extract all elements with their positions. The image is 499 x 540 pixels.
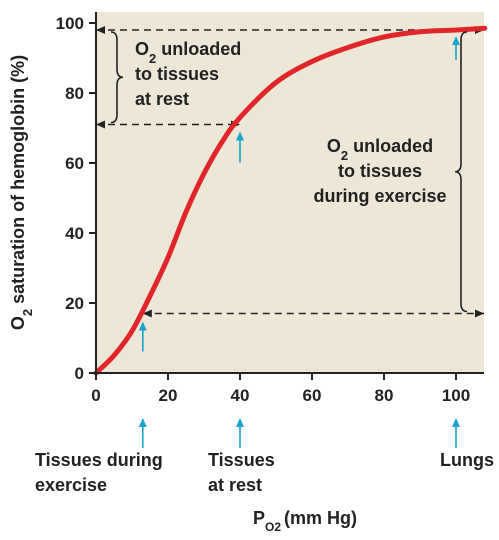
annotation-exercise-line: during exercise — [313, 186, 446, 206]
x-tick-label: 100 — [442, 386, 470, 405]
marker-label-tissues-rest: Tissues — [208, 450, 275, 470]
marker-label-tissues-exercise: exercise — [35, 475, 107, 495]
brace-rest — [110, 31, 124, 124]
y-tick-label: 60 — [65, 154, 84, 173]
x-tick-label: 0 — [91, 386, 100, 405]
axis-arrow-tissues-exercise-head — [138, 418, 147, 427]
annotation-rest-line: O2 unloaded — [135, 39, 241, 66]
y-tick-label: 20 — [65, 294, 84, 313]
axis-arrow-tissues-rest-head — [236, 418, 244, 427]
dash-arrowhead — [96, 120, 105, 129]
annotation-rest-line: at rest — [135, 89, 189, 109]
dash-arrowhead — [475, 309, 484, 318]
x-axis-title: PO2 (mm Hg) — [253, 508, 357, 534]
y-tick-label: 0 — [75, 364, 84, 383]
x-tick-label: 40 — [231, 386, 250, 405]
y-axis-title: O2 saturation of hemoglobin (%) — [8, 55, 35, 330]
dash-arrowhead — [96, 26, 105, 34]
annotation-exercise-line: to tissues — [338, 161, 422, 181]
brace-exercise — [454, 31, 468, 313]
curve-arrow-lungs-head — [452, 36, 460, 45]
y-tick-label: 100 — [56, 14, 84, 33]
x-tick-label: 20 — [159, 386, 178, 405]
marker-label-lungs: Lungs — [440, 450, 494, 470]
annotation-exercise-line: O2 unloaded — [327, 136, 433, 163]
y-tick-label: 40 — [65, 224, 84, 243]
annotation-rest-line: to tissues — [135, 64, 219, 84]
dash-arrowhead — [142, 309, 152, 318]
y-tick-label: 80 — [65, 84, 84, 103]
x-tick-label: 80 — [375, 386, 394, 405]
curve-arrow-rest-head — [236, 131, 244, 141]
axis-arrow-lungs-head — [452, 418, 460, 427]
curve-arrow-exercise-head — [138, 321, 147, 331]
marker-label-tissues-rest: at rest — [208, 475, 262, 495]
marker-label-tissues-exercise: Tissues during — [35, 450, 163, 470]
x-tick-label: 60 — [303, 386, 322, 405]
saturation-curve — [93, 25, 488, 376]
